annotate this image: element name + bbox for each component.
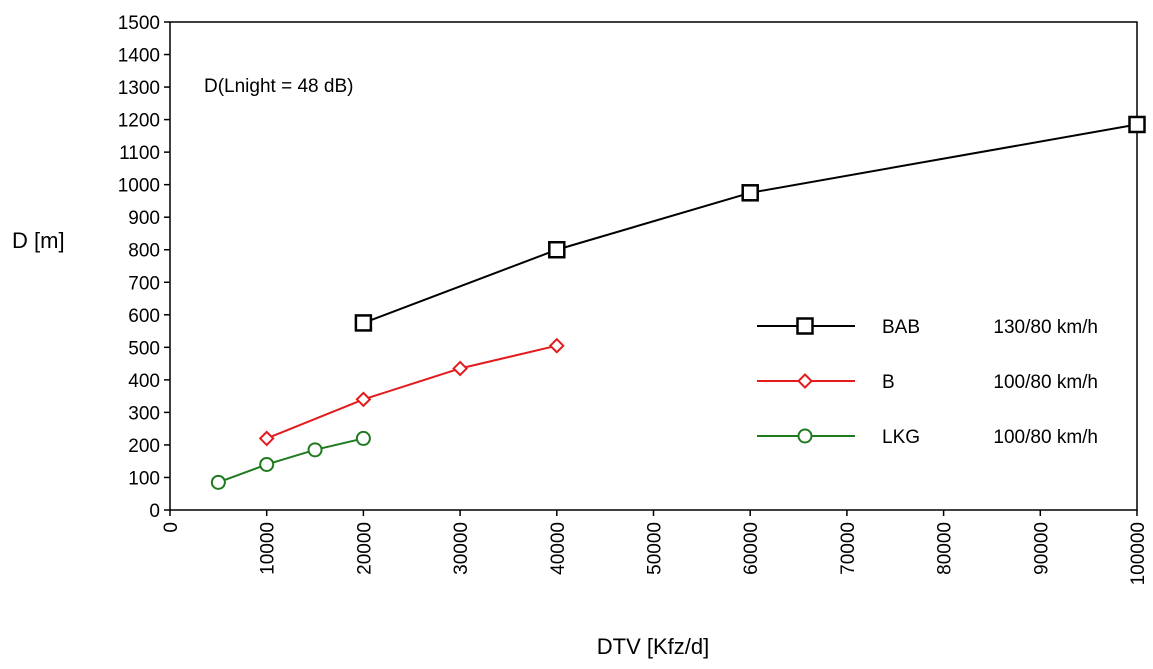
series-line bbox=[218, 437, 364, 484]
series-diamond bbox=[258, 337, 565, 447]
data-point bbox=[452, 360, 469, 377]
x-tick-label: 60000 bbox=[741, 522, 762, 575]
data-point bbox=[307, 442, 323, 458]
y-tick-label: 1100 bbox=[119, 143, 160, 164]
data-point bbox=[741, 184, 759, 202]
x-tick-label: 20000 bbox=[354, 522, 375, 575]
x-tick-label: 100000 bbox=[1128, 522, 1149, 585]
x-tick-label: 0 bbox=[161, 522, 182, 533]
data-point bbox=[355, 391, 372, 408]
legend-series-speed: 130/80 km/h bbox=[993, 317, 1098, 338]
x-tick-label: 40000 bbox=[548, 522, 569, 575]
y-tick-label: 700 bbox=[128, 273, 160, 294]
legend-swatch-marker bbox=[796, 317, 814, 335]
y-tick-label: 500 bbox=[128, 338, 160, 359]
legend-series-name: BAB bbox=[882, 317, 920, 338]
x-tick-label: 50000 bbox=[645, 522, 666, 575]
y-tick-label: 0 bbox=[149, 501, 160, 522]
x-tick-label: 10000 bbox=[258, 522, 279, 575]
legend: BAB 130/80 km/h B 100/80 km/h LKG 100/80 km/h bbox=[757, 317, 1098, 448]
data-point bbox=[548, 240, 566, 259]
series-line bbox=[363, 123, 1138, 324]
data-point bbox=[355, 430, 371, 446]
y-tick-label: 100 bbox=[128, 468, 160, 489]
legend-series-name: B bbox=[882, 372, 895, 393]
legend-series-speed: 100/80 km/h bbox=[993, 372, 1098, 393]
y-tick-label: 1200 bbox=[118, 111, 160, 132]
legend-item: B 100/80 km/h bbox=[757, 372, 1098, 393]
data-point bbox=[258, 430, 275, 447]
legend-item: LKG 100/80 km/h bbox=[757, 427, 1098, 448]
series-layer bbox=[210, 115, 1146, 490]
y-tick-label: 1400 bbox=[118, 46, 160, 67]
legend-swatch-marker bbox=[797, 373, 813, 389]
data-point bbox=[259, 456, 275, 472]
series-square bbox=[354, 115, 1146, 332]
y-tick-label: 800 bbox=[128, 241, 160, 262]
legend-item: BAB 130/80 km/h bbox=[757, 317, 1098, 338]
y-tick-label: 200 bbox=[128, 436, 160, 457]
series-line bbox=[266, 344, 558, 440]
data-point bbox=[548, 337, 565, 354]
x-tick-label: 80000 bbox=[935, 522, 956, 575]
y-tick-label: 1300 bbox=[118, 78, 160, 99]
x-tick-label: 90000 bbox=[1031, 522, 1052, 575]
y-axis-title: D [m] bbox=[12, 228, 65, 253]
y-tick-label: 900 bbox=[128, 208, 160, 229]
y-axis: 0 100 200 300 400 500 600 700 800 900 1000 1100 1200… bbox=[118, 13, 170, 522]
y-tick-label: 1000 bbox=[118, 176, 160, 197]
chart-annotation: D(Lnight = 48 dB) bbox=[204, 76, 353, 97]
x-tick-label: 70000 bbox=[838, 522, 859, 575]
legend-series-name: LKG bbox=[882, 427, 920, 448]
data-point bbox=[1128, 115, 1146, 134]
data-point bbox=[210, 474, 226, 490]
x-axis-title: DTV [Kfz/d] bbox=[597, 634, 709, 659]
y-tick-label: 600 bbox=[128, 306, 160, 327]
legend-swatch-marker bbox=[797, 428, 813, 444]
y-tick-label: 300 bbox=[128, 403, 160, 424]
legend-series-speed: 100/80 km/h bbox=[993, 427, 1098, 448]
x-axis: 0 10000 20000 30000 40000 50000 60000 70000 8000… bbox=[161, 510, 1149, 585]
y-tick-label: 400 bbox=[128, 371, 160, 392]
data-point bbox=[354, 314, 373, 332]
x-tick-label: 30000 bbox=[451, 522, 472, 575]
y-tick-label: 1500 bbox=[118, 13, 160, 34]
series-circle bbox=[210, 430, 371, 490]
